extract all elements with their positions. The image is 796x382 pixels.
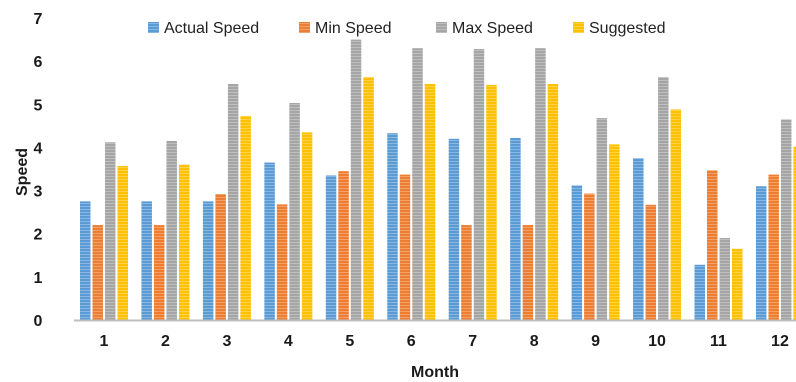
bar-actual-speed-month-8: [510, 137, 521, 320]
x-tick-label: 9: [591, 333, 600, 350]
y-tick-label: 2: [34, 227, 43, 244]
legend-swatch: [148, 22, 159, 33]
x-tick-label: 11: [710, 333, 727, 350]
bar-max-speed-month-11: [719, 238, 730, 320]
bar-max-speed-month-12: [780, 119, 792, 320]
y-tick-label: 6: [34, 54, 43, 71]
legend-swatch: [436, 22, 447, 33]
legend-label: Max Speed: [452, 20, 533, 37]
bar-max-speed-month-9: [596, 118, 608, 320]
bar-min-speed-month-3: [215, 194, 226, 320]
bar-suggested-month-5: [363, 77, 374, 320]
y-tick-label: 4: [34, 140, 43, 157]
bar-suggested-month-11: [732, 248, 743, 320]
x-tick-label: 6: [407, 333, 416, 350]
legend-label: Actual Speed: [164, 20, 259, 37]
bar-actual-speed-month-7: [448, 138, 460, 320]
bar-min-speed-month-6: [399, 174, 411, 320]
bar-actual-speed-month-5: [325, 175, 337, 320]
y-tick-label: 7: [34, 11, 43, 28]
x-tick-label: 12: [771, 333, 789, 350]
bar-suggested-month-10: [670, 109, 682, 321]
x-tick-label: 2: [161, 333, 170, 350]
bar-suggested-month-6: [424, 84, 436, 320]
x-tick-label: 1: [100, 333, 109, 350]
bar-actual-speed-month-3: [202, 201, 214, 320]
bar-max-speed-month-1: [105, 142, 116, 320]
bar-min-speed-month-4: [276, 204, 288, 320]
x-tick-label: 10: [648, 333, 666, 350]
bar-actual-speed-month-1: [80, 201, 91, 320]
bar-actual-speed-month-12: [755, 186, 767, 320]
bar-min-speed-month-8: [522, 225, 534, 320]
bar-max-speed-month-10: [658, 77, 669, 320]
bar-actual-speed-month-11: [694, 264, 705, 320]
x-tick-label: 4: [284, 333, 293, 350]
legend-label: Min Speed: [315, 20, 392, 37]
bar-suggested-month-1: [117, 165, 128, 320]
legend: Actual Speed Min Speed Max Speed Suggested: [148, 20, 666, 37]
legend-label: Suggested: [589, 20, 666, 37]
legend-item-suggested: Suggested: [573, 20, 666, 37]
x-axis-title: Month: [411, 364, 459, 381]
bar-max-speed-month-7: [473, 49, 485, 321]
bar-suggested-month-3: [240, 115, 251, 321]
y-tick-label: 5: [34, 97, 43, 114]
bar-max-speed-month-3: [227, 84, 239, 320]
bar-actual-speed-month-6: [387, 133, 398, 320]
bar-suggested-month-4: [301, 132, 313, 320]
bar-min-speed-month-12: [768, 174, 779, 320]
legend-item-min-speed: Min Speed: [299, 20, 392, 37]
x-axis-ticks: 1 2 3 4 5 6 7 8 9 10 11 12: [100, 333, 789, 350]
bar-max-speed-month-6: [412, 48, 423, 320]
x-tick-label: 7: [468, 333, 477, 350]
y-axis-ticks: 0 1 2 3 4 5 6 7: [34, 11, 43, 330]
bar-min-speed-month-2: [153, 225, 165, 320]
y-tick-label: 0: [34, 313, 43, 330]
bar-min-speed-month-5: [338, 171, 349, 320]
bar-min-speed-month-10: [645, 204, 657, 320]
bar-suggested-month-9: [609, 144, 620, 320]
bar-min-speed-month-9: [584, 193, 595, 320]
bar-actual-speed-month-2: [141, 201, 152, 320]
bar-actual-speed-month-9: [571, 185, 583, 320]
legend-item-actual-speed: Actual Speed: [148, 20, 259, 37]
bar-max-speed-month-5: [350, 39, 362, 320]
bar-suggested-month-2: [178, 164, 190, 320]
y-tick-label: 1: [34, 270, 43, 287]
bar-max-speed-month-4: [289, 102, 300, 321]
legend-item-max-speed: Max Speed: [436, 20, 533, 37]
bar-min-speed-month-11: [707, 170, 718, 320]
bar-min-speed-month-7: [461, 225, 472, 320]
bar-suggested-month-7: [486, 84, 497, 321]
x-tick-label: 3: [222, 333, 231, 350]
x-tick-label: 8: [530, 333, 539, 350]
legend-swatch: [299, 22, 310, 33]
bar-max-speed-month-8: [535, 48, 546, 320]
y-tick-label: 3: [34, 184, 43, 201]
y-axis-title: Speed: [14, 148, 31, 196]
bar-actual-speed-month-4: [264, 162, 275, 320]
bar-min-speed-month-1: [92, 225, 103, 320]
x-tick-label: 5: [345, 333, 354, 350]
bars: [80, 39, 796, 321]
bar-actual-speed-month-10: [633, 158, 644, 320]
legend-swatch: [573, 22, 584, 33]
bar-suggested-month-8: [547, 84, 559, 320]
bar-max-speed-month-2: [166, 140, 177, 320]
bar-suggested-month-12: [793, 146, 796, 320]
